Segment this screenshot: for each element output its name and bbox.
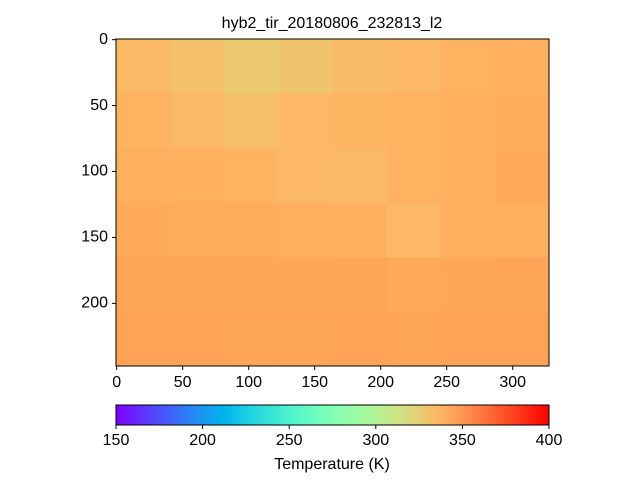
x-tick-label: 250	[433, 374, 460, 391]
heatmap-cell	[332, 39, 388, 94]
colorbar	[115, 404, 550, 426]
colorbar-tick-label: 150	[103, 432, 130, 449]
heatmap-cell	[440, 202, 496, 258]
heatmap-cell	[116, 202, 171, 258]
x-tick-label: 100	[235, 374, 262, 391]
heatmap-cell	[224, 311, 279, 367]
heatmap-cell	[278, 93, 333, 149]
heatmap-cell	[440, 257, 496, 312]
x-tick-label: 0	[112, 374, 121, 391]
heatmap-cell	[386, 202, 442, 258]
heatmap-cell	[494, 148, 550, 203]
colorbar-tick-label: 250	[276, 432, 303, 449]
heatmap-cell	[116, 39, 171, 94]
heatmap-cell	[278, 39, 333, 94]
heatmap-cell	[386, 311, 442, 367]
heatmap-cell	[170, 93, 225, 149]
plot-frame	[115, 38, 550, 367]
heatmap-cell	[386, 93, 442, 149]
heatmap-cell	[332, 311, 388, 367]
heatmap-cell	[170, 148, 225, 203]
heatmap-cell	[332, 93, 388, 149]
heatmap-cell	[278, 257, 333, 312]
heatmap-cell	[170, 257, 225, 312]
heatmap-cell	[224, 148, 279, 203]
heatmap-cell	[278, 311, 333, 367]
heatmap-cell	[332, 202, 388, 258]
heatmap-cell	[494, 311, 550, 367]
colorbar-label: Temperature (K)	[274, 456, 390, 473]
heatmap-cell	[224, 39, 279, 94]
y-tick-label: 200	[81, 295, 108, 312]
heatmap-cell	[440, 39, 496, 94]
heatmap-cell	[170, 311, 225, 367]
chart-title: hyb2_tir_20180806_232813_l2	[222, 15, 443, 32]
heatmap-cell	[386, 257, 442, 312]
colorbar-tick-label: 300	[362, 432, 389, 449]
heatmap-cell	[440, 148, 496, 203]
heatmap-cell	[386, 148, 442, 203]
x-tick-label: 200	[367, 374, 394, 391]
y-tick-label: 0	[99, 31, 108, 48]
heatmap-cell	[440, 311, 496, 367]
heatmap-cell	[116, 93, 171, 149]
heatmap-cell	[116, 148, 171, 203]
heatmap-cell	[278, 202, 333, 258]
heatmap-cell	[116, 257, 171, 312]
x-tick-label: 150	[301, 374, 328, 391]
colorbar-tick-label: 400	[536, 432, 563, 449]
heatmap-cell	[494, 257, 550, 312]
heatmap-cell	[386, 39, 442, 94]
heatmap-cell	[440, 93, 496, 149]
heatmap-cell	[116, 311, 171, 367]
heatmap-cell	[332, 148, 388, 203]
heatmap	[116, 39, 550, 367]
heatmap-cell	[494, 93, 550, 149]
y-tick-label: 50	[90, 97, 108, 114]
heatmap-cell	[278, 148, 333, 203]
y-tick-label: 150	[81, 229, 108, 246]
colorbar-tick-label: 350	[449, 432, 476, 449]
colorbar-tick-label: 200	[189, 432, 216, 449]
x-tick-label: 300	[499, 374, 526, 391]
heatmap-cell	[332, 257, 388, 312]
x-tick-label: 50	[174, 374, 192, 391]
heatmap-cell	[494, 39, 550, 94]
heatmap-cell	[224, 202, 279, 258]
heatmap-cell	[170, 202, 225, 258]
heatmap-cell	[224, 93, 279, 149]
y-tick-label: 100	[81, 163, 108, 180]
heatmap-cell	[170, 39, 225, 94]
heatmap-cell	[224, 257, 279, 312]
heatmap-cell	[494, 202, 550, 258]
